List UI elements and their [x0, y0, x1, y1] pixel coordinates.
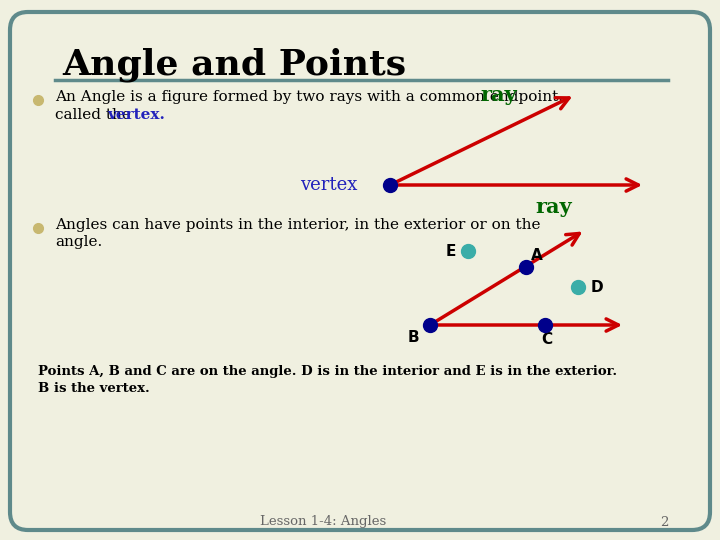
Text: An Angle is a figure formed by two rays with a common endpoint,: An Angle is a figure formed by two rays …: [55, 90, 563, 104]
FancyBboxPatch shape: [10, 12, 710, 530]
Text: Angle and Points: Angle and Points: [62, 48, 406, 83]
Text: 2: 2: [660, 516, 668, 529]
Text: angle.: angle.: [55, 235, 102, 249]
Text: D: D: [591, 280, 603, 294]
Text: Lesson 1-4: Angles: Lesson 1-4: Angles: [260, 516, 386, 529]
Text: C: C: [541, 332, 552, 347]
Text: A: A: [531, 247, 543, 262]
Text: ray: ray: [480, 85, 517, 105]
Text: vertex: vertex: [300, 176, 357, 194]
Text: B is the vertex.: B is the vertex.: [38, 381, 150, 395]
Text: vertex.: vertex.: [107, 108, 165, 122]
Text: called the: called the: [55, 108, 136, 122]
Text: Angles can have points in the interior, in the exterior or on the: Angles can have points in the interior, …: [55, 218, 541, 232]
Text: B: B: [408, 329, 420, 345]
Text: E: E: [446, 244, 456, 259]
Text: Points A, B and C are on the angle. D is in the interior and E is in the exterio: Points A, B and C are on the angle. D is…: [38, 366, 617, 379]
Text: ray: ray: [535, 197, 572, 217]
